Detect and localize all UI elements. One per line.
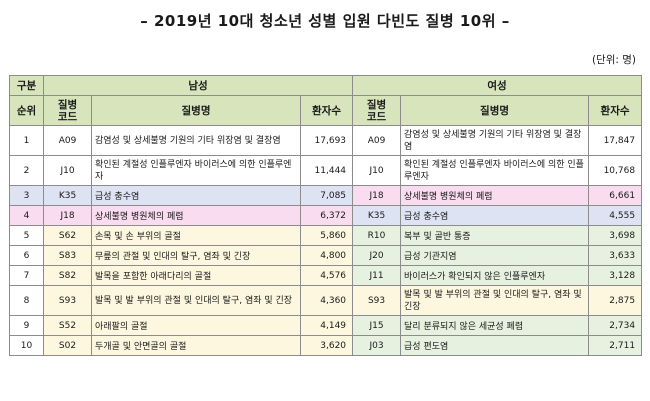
- header-female-code: 질병 코드: [352, 95, 402, 126]
- rank-cell: 9: [9, 315, 44, 336]
- table-row: 6 S83 무릎의 관절 및 인대의 탈구, 염좌 및 긴장 4,800 J20…: [9, 245, 643, 266]
- rank-cell: 4: [9, 205, 44, 226]
- rank-cell: 6: [9, 245, 44, 266]
- male-disease-cell: 감염성 및 상세불명 기원의 기타 위장염 및 결장염: [91, 125, 301, 156]
- male-count-cell: 3,620: [299, 335, 354, 356]
- male-count-cell: 4,800: [299, 245, 354, 266]
- male-disease-cell: 급성 충수염: [91, 185, 301, 206]
- female-code-cell: J15: [352, 315, 402, 336]
- male-count-cell: 4,576: [299, 265, 354, 286]
- male-code-cell: S83: [43, 245, 92, 266]
- page-title: – 2019년 10대 청소년 성별 입원 다빈도 질병 10위 –: [140, 12, 510, 30]
- rank-cell: 8: [9, 285, 44, 316]
- female-count-cell: 2,875: [588, 285, 643, 316]
- header-category: 구분: [9, 75, 44, 96]
- male-disease-cell: 상세불명 병원체의 폐렴: [91, 205, 301, 226]
- female-code-cell: S93: [352, 285, 402, 316]
- male-code-cell: S62: [43, 225, 92, 246]
- male-disease-cell: 두개골 및 안면골의 골절: [91, 335, 301, 356]
- female-disease-cell: 확인된 계절성 인플루엔자 바이러스에 의한 인플루엔자: [400, 155, 590, 186]
- female-disease-cell: 급성 편도염: [400, 335, 590, 356]
- female-disease-cell: 상세불명 병원체의 폐렴: [400, 185, 590, 206]
- male-count-cell: 5,860: [299, 225, 354, 246]
- disease-ranking-table: 구분 남성 여성 순위 질병 코드 질병명 환자수 질병 코드 질병명 환자수 …: [9, 75, 643, 356]
- male-count-cell: 11,444: [299, 155, 354, 186]
- header-rank: 순위: [9, 95, 44, 126]
- male-code-cell: K35: [43, 185, 92, 206]
- female-code-cell: A09: [352, 125, 402, 156]
- female-count-cell: 17,847: [588, 125, 643, 156]
- male-count-cell: 4,360: [299, 285, 354, 316]
- rank-cell: 5: [9, 225, 44, 246]
- female-code-cell: J11: [352, 265, 402, 286]
- header-female: 여성: [352, 75, 643, 96]
- female-code-cell: J18: [352, 185, 402, 206]
- header-female-name: 질병명: [400, 95, 590, 126]
- female-code-cell: R10: [352, 225, 402, 246]
- female-disease-cell: 급성 기관지염: [400, 245, 590, 266]
- male-disease-cell: 발목 및 발 부위의 관절 및 인대의 탈구, 염좌 및 긴장: [91, 285, 301, 316]
- female-count-cell: 3,128: [588, 265, 643, 286]
- male-disease-cell: 아래팔의 골절: [91, 315, 301, 336]
- table-row: 1 A09 감염성 및 상세불명 기원의 기타 위장염 및 결장염 17,693…: [9, 125, 643, 156]
- header-female-patients: 환자수: [588, 95, 643, 126]
- female-count-cell: 3,633: [588, 245, 643, 266]
- header-male-code: 질병 코드: [43, 95, 92, 126]
- female-disease-cell: 달리 분류되지 않은 세균성 폐렴: [400, 315, 590, 336]
- rank-cell: 7: [9, 265, 44, 286]
- female-code-cell: J03: [352, 335, 402, 356]
- female-code-cell: J10: [352, 155, 402, 186]
- female-count-cell: 10,768: [588, 155, 643, 186]
- male-code-cell: S82: [43, 265, 92, 286]
- header-male: 남성: [42, 75, 354, 96]
- male-disease-cell: 무릎의 관절 및 인대의 탈구, 염좌 및 긴장: [91, 245, 301, 266]
- male-code-cell: S93: [43, 285, 92, 316]
- male-count-cell: 4,149: [299, 315, 354, 336]
- rank-cell: 2: [9, 155, 44, 186]
- male-count-cell: 7,085: [299, 185, 354, 206]
- table-row: 7 S82 발목을 포함한 아래다리의 골절 4,576 J11 바이러스가 확…: [9, 265, 643, 286]
- table-row: 10 S02 두개골 및 안면골의 골절 3,620 J03 급성 편도염 2,…: [9, 335, 643, 356]
- female-count-cell: 6,661: [588, 185, 643, 206]
- female-disease-cell: 복부 및 골반 통증: [400, 225, 590, 246]
- male-code-cell: J10: [43, 155, 92, 186]
- female-disease-cell: 감염성 및 상세불명 기원의 기타 위장염 및 결장염: [400, 125, 590, 156]
- female-count-cell: 2,711: [588, 335, 643, 356]
- male-code-cell: A09: [43, 125, 92, 156]
- male-code-cell: S52: [43, 315, 92, 336]
- male-code-cell: J18: [43, 205, 92, 226]
- rank-cell: 3: [9, 185, 44, 206]
- male-count-cell: 6,372: [299, 205, 354, 226]
- rank-cell: 1: [9, 125, 44, 156]
- unit-label: (단위: 명): [591, 54, 636, 66]
- rank-cell: 10: [9, 335, 44, 356]
- male-disease-cell: 확인된 계절성 인플루엔자 바이러스에 의한 인플루엔자: [91, 155, 301, 186]
- female-disease-cell: 급성 충수염: [400, 205, 590, 226]
- header-male-patients: 환자수: [299, 95, 354, 126]
- male-count-cell: 17,693: [299, 125, 354, 156]
- female-count-cell: 4,555: [588, 205, 643, 226]
- female-count-cell: 3,698: [588, 225, 643, 246]
- header-male-name: 질병명: [91, 95, 301, 126]
- male-code-cell: S02: [43, 335, 92, 356]
- table-row: 2 J10 확인된 계절성 인플루엔자 바이러스에 의한 인플루엔자 11,44…: [9, 155, 643, 186]
- table-row: 9 S52 아래팔의 골절 4,149 J15 달리 분류되지 않은 세균성 폐…: [9, 315, 643, 336]
- female-disease-cell: 발목 및 발 부위의 관절 및 인대의 탈구, 염좌 및 긴장: [400, 285, 590, 316]
- female-disease-cell: 바이러스가 확인되지 않은 인플루엔자: [400, 265, 590, 286]
- male-disease-cell: 손목 및 손 부위의 골절: [91, 225, 301, 246]
- female-code-cell: K35: [352, 205, 402, 226]
- female-count-cell: 2,734: [588, 315, 643, 336]
- table-row: 5 S62 손목 및 손 부위의 골절 5,860 R10 복부 및 골반 통증…: [9, 225, 643, 246]
- male-disease-cell: 발목을 포함한 아래다리의 골절: [91, 265, 301, 286]
- table-row: 4 J18 상세불명 병원체의 폐렴 6,372 K35 급성 충수염 4,55…: [9, 205, 643, 226]
- table-row: 8 S93 발목 및 발 부위의 관절 및 인대의 탈구, 염좌 및 긴장 4,…: [9, 285, 643, 316]
- female-code-cell: J20: [352, 245, 402, 266]
- table-row: 3 K35 급성 충수염 7,085 J18 상세불명 병원체의 폐렴 6,66…: [9, 185, 643, 206]
